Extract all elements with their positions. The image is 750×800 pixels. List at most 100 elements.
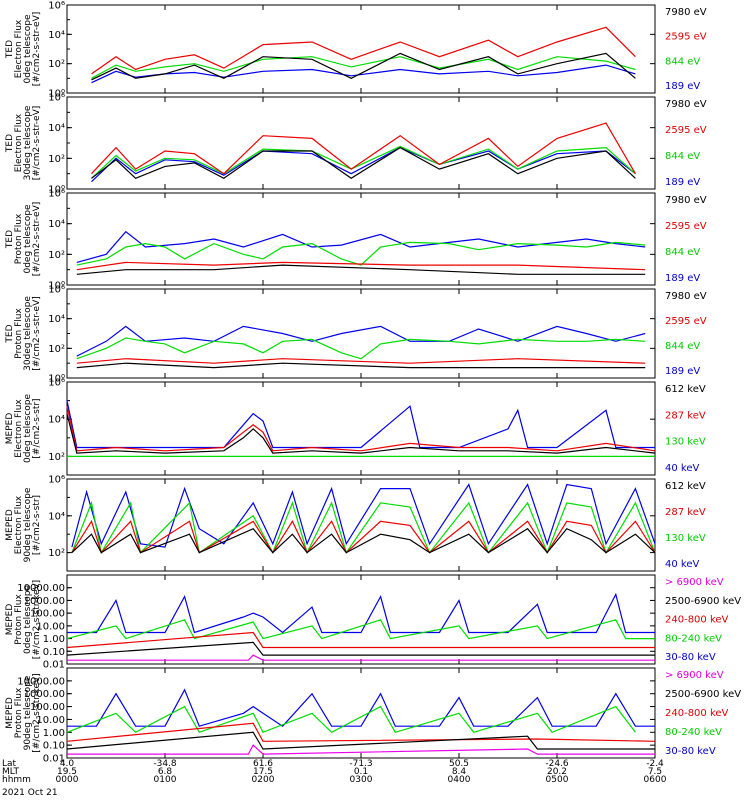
panel-frame (66, 381, 656, 476)
legend-entry: > 6900 keV (665, 577, 724, 588)
x-tick-label: -2.4 (646, 759, 664, 769)
series-line (71, 519, 656, 554)
y-axis-label: [#/cm2-s-str-eV] (32, 296, 42, 371)
y-axis-label: MEPED (5, 413, 15, 445)
legend-entry: 2595 eV (665, 32, 707, 43)
legend-entry: 612 keV (665, 481, 706, 492)
y-axis-label: Electron Flux (14, 495, 24, 554)
y-tick-label: 1000.00 (24, 689, 65, 700)
x-tick-label: -24.6 (545, 759, 569, 769)
y-tick-label: 10² (48, 59, 65, 70)
legend-entry: 287 keV (665, 410, 706, 421)
legend-entry: 80-240 keV (665, 633, 722, 644)
panel-frame (66, 96, 656, 190)
y-tick-label: 10⁶ (48, 378, 65, 389)
x-tick-label: 0400 (448, 775, 471, 785)
x-tick-label: 7.5 (648, 767, 662, 777)
y-tick-label: 100.00 (30, 702, 65, 713)
legend-entry: 844 eV (665, 247, 700, 258)
y-tick-label: 0.01 (43, 754, 65, 765)
x-tick-label: 8.4 (452, 767, 467, 777)
series-line (76, 358, 646, 364)
series-line (66, 641, 655, 656)
y-axis-label: Proton Flux (14, 213, 24, 264)
x-tick-label: 19.5 (57, 767, 77, 777)
x-row-label: hhmm (2, 775, 31, 785)
y-axis-label: 90deg telescope (23, 487, 33, 562)
legend-entry: 287 keV (665, 507, 706, 518)
series-line (66, 619, 655, 640)
y-axis-label: Electron Flux (14, 19, 24, 78)
y-axis-label: TED (5, 324, 15, 343)
y-axis-label: [#/cm2-s-str] (32, 495, 42, 555)
series-line (66, 413, 656, 454)
x-tick-label: -71.3 (349, 759, 372, 769)
x-tick-label: 0000 (56, 775, 79, 785)
x-tick-label: 50.5 (449, 759, 469, 769)
y-axis-label: 0deg telescope (23, 585, 33, 655)
x-tick-label: 20.2 (547, 767, 567, 777)
x-tick-label: 17.5 (253, 767, 273, 777)
y-tick-label: 10.00 (36, 715, 65, 726)
series-line (91, 146, 636, 180)
legend-entry: 189 eV (665, 81, 700, 92)
y-axis-label: 30deg telescope (23, 296, 33, 371)
series-line (91, 122, 636, 175)
series-line (67, 688, 655, 727)
y-axis-label: 0deg telescope (23, 14, 33, 84)
series-line (76, 261, 646, 271)
x-row-label: MLT (2, 767, 20, 777)
y-axis-label: MEPED (5, 604, 15, 636)
y-tick-label: 10⁰ (48, 281, 65, 292)
y-tick-label: 10000.00 (17, 676, 65, 687)
x-tick-label: 4.0 (60, 759, 75, 769)
y-tick-label: 10⁶ (48, 1, 65, 12)
y-tick-label: 1.00 (43, 634, 65, 645)
legend-entry: 189 eV (665, 273, 700, 284)
y-tick-label: 0.01 (43, 660, 65, 671)
y-axis-label: [#/cm2-s-str] (32, 398, 42, 458)
legend-entry: 30-80 keV (665, 652, 716, 663)
series-line (66, 400, 655, 449)
series-line (76, 337, 646, 360)
x-tick-label: 6.8 (158, 767, 173, 777)
y-tick-label: 1.00 (43, 728, 65, 739)
panel-frame (66, 478, 656, 572)
x-tick-label: 0600 (644, 775, 667, 785)
x-tick-label: 0500 (546, 775, 569, 785)
legend-entry: 612 keV (665, 384, 706, 395)
series-line (66, 705, 636, 734)
series-line (71, 527, 656, 554)
y-axis-label: 0deg telescope (23, 204, 33, 274)
panel-frame (66, 4, 656, 94)
y-axis-label: [#/cm2-s-str-eV] (32, 106, 42, 181)
legend-entry: 7980 eV (665, 7, 707, 18)
y-tick-label: 10⁴ (48, 415, 65, 426)
y-axis-label: Proton Flux (14, 594, 24, 645)
panel-frame (66, 574, 656, 665)
series-line (91, 145, 636, 179)
legend-entry: 7980 eV (665, 195, 707, 206)
legend-entry: 130 keV (665, 533, 706, 544)
y-axis-label: TED (5, 134, 15, 153)
y-axis-label: Electron Flux (14, 113, 24, 172)
series-line (67, 592, 655, 634)
legend-entry: 844 eV (665, 341, 700, 352)
legend-entry: 7980 eV (665, 99, 707, 110)
y-tick-label: 10⁴ (48, 30, 65, 41)
y-axis-label: [#/cm2-s-str-keV] (32, 673, 42, 752)
y-tick-label: 10⁴ (48, 511, 65, 522)
x-tick-label: 0.1 (354, 767, 368, 777)
y-tick-label: 10² (48, 154, 65, 165)
legend-entry: 7980 eV (665, 291, 707, 302)
y-axis-label: Proton Flux (14, 687, 24, 738)
series-line (67, 654, 655, 661)
series-line (67, 744, 655, 755)
legend-entry: > 6900 keV (665, 670, 724, 681)
y-tick-label: 10⁴ (48, 314, 65, 325)
legend-entry: 30-80 keV (665, 746, 716, 757)
y-axis-label: MEPED (5, 509, 15, 541)
y-tick-label: 10⁰ (48, 89, 65, 100)
y-axis-label: Electron Flux (14, 399, 24, 458)
